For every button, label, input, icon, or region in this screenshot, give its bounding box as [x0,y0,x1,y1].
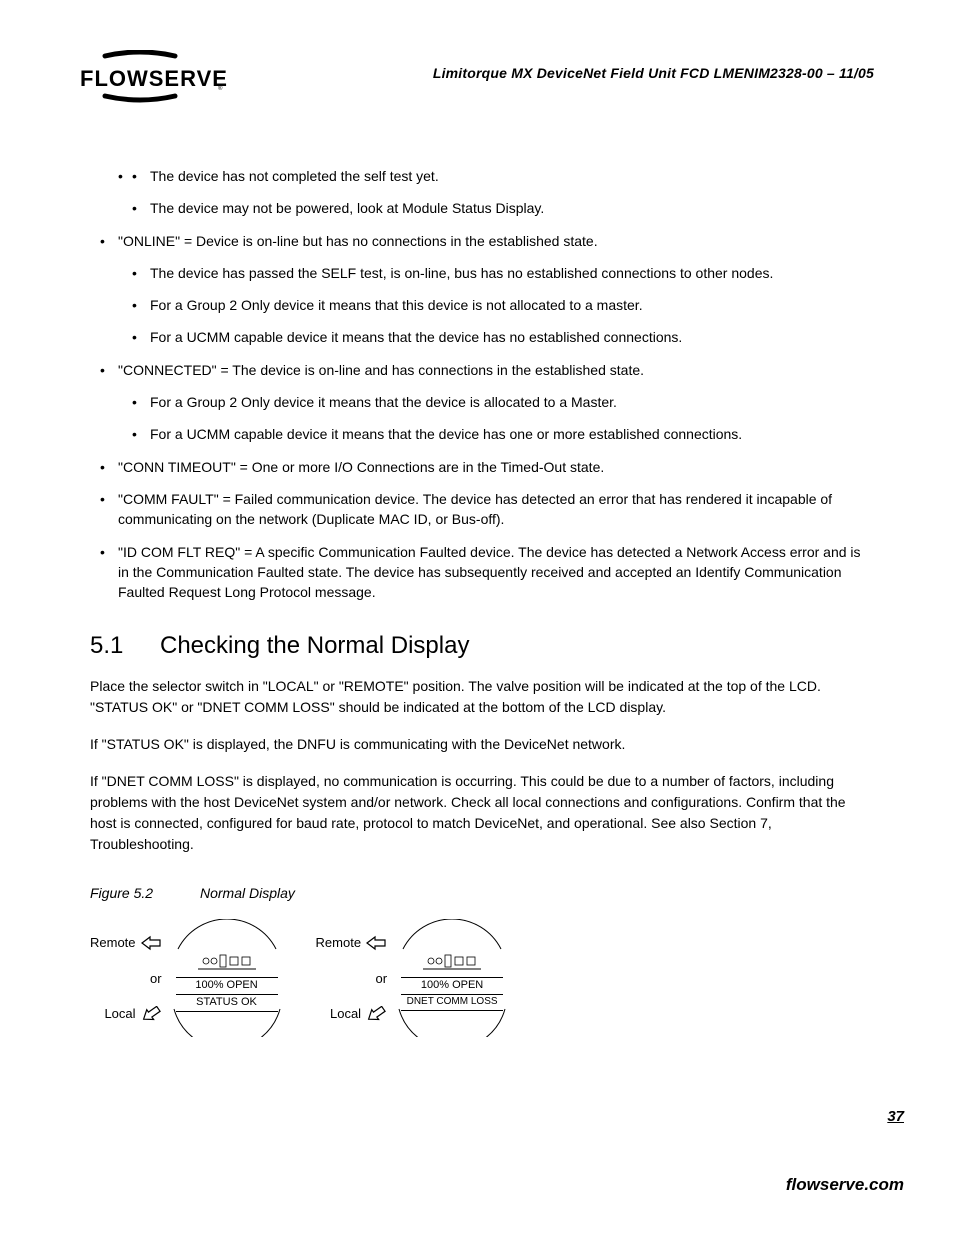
paragraph: If "DNET COMM LOSS" is displayed, no com… [90,771,874,855]
list-item: The device may not be powered, look at M… [132,198,874,218]
page-number: 37 [887,1108,904,1125]
paragraph: If "STATUS OK" is displayed, the DNFU is… [90,734,874,755]
figure-caption: Figure 5.2Normal Display [90,885,874,901]
svg-text:®: ® [218,85,223,92]
lcd-line1: 100% OPEN [401,978,503,995]
figure-content: Remote or Local [90,919,874,1037]
list-item: For a Group 2 Only device it means that … [132,295,874,315]
local-label: Local [330,1006,361,1021]
list-item: "CONNECTED" = The device is on-line and … [100,360,874,445]
or-label: or [376,971,388,986]
list-item: The device has passed the SELF test, is … [132,263,874,283]
document-header: Limitorque MX DeviceNet Field Unit FCD L… [433,65,874,81]
or-label: or [150,971,162,986]
lcd-line2: STATUS OK [176,995,278,1012]
lcd-display-2: 100% OPEN DNET COMM LOSS [393,919,511,1037]
local-knob-icon [140,1006,162,1022]
section-heading: 5.1Checking the Normal Display [90,632,874,660]
list-item: "ONLINE" = Device is on-line but has no … [100,231,874,348]
list-item: "COMM FAULT" = Failed communication devi… [100,489,874,530]
remote-knob-icon [140,935,162,951]
bullet-list-main: "ONLINE" = Device is on-line but has no … [90,231,874,603]
svg-text:FLOWSERVE: FLOWSERVE [80,66,228,91]
lcd-line2: DNET COMM LOSS [401,995,503,1011]
display-unit-1: Remote or Local [90,919,286,1037]
list-item: The device has not completed the self te… [132,166,874,186]
paragraph: Place the selector switch in "LOCAL" or … [90,676,874,718]
list-item: "ID COM FLT REQ" = A specific Communicat… [100,542,874,603]
list-item: For a UCMM capable device it means that … [132,424,874,444]
display-unit-2: Remote or Local [316,919,512,1037]
bullet-list-continued: The device has not completed the self te… [90,166,874,219]
footer-brand: flowserve.com [786,1175,904,1195]
local-label: Local [104,1006,135,1021]
list-item: "CONN TIMEOUT" = One or more I/O Connect… [100,457,874,477]
list-item: For a Group 2 Only device it means that … [132,392,874,412]
remote-label: Remote [316,935,362,950]
flowserve-logo: FLOWSERVE ® [80,50,240,106]
lcd-display-1: 100% OPEN STATUS OK [168,919,286,1037]
local-knob-icon [365,1006,387,1022]
list-item: For a UCMM capable device it means that … [132,327,874,347]
remote-knob-icon [365,935,387,951]
lcd-line1: 100% OPEN [176,978,278,995]
remote-label: Remote [90,935,136,950]
